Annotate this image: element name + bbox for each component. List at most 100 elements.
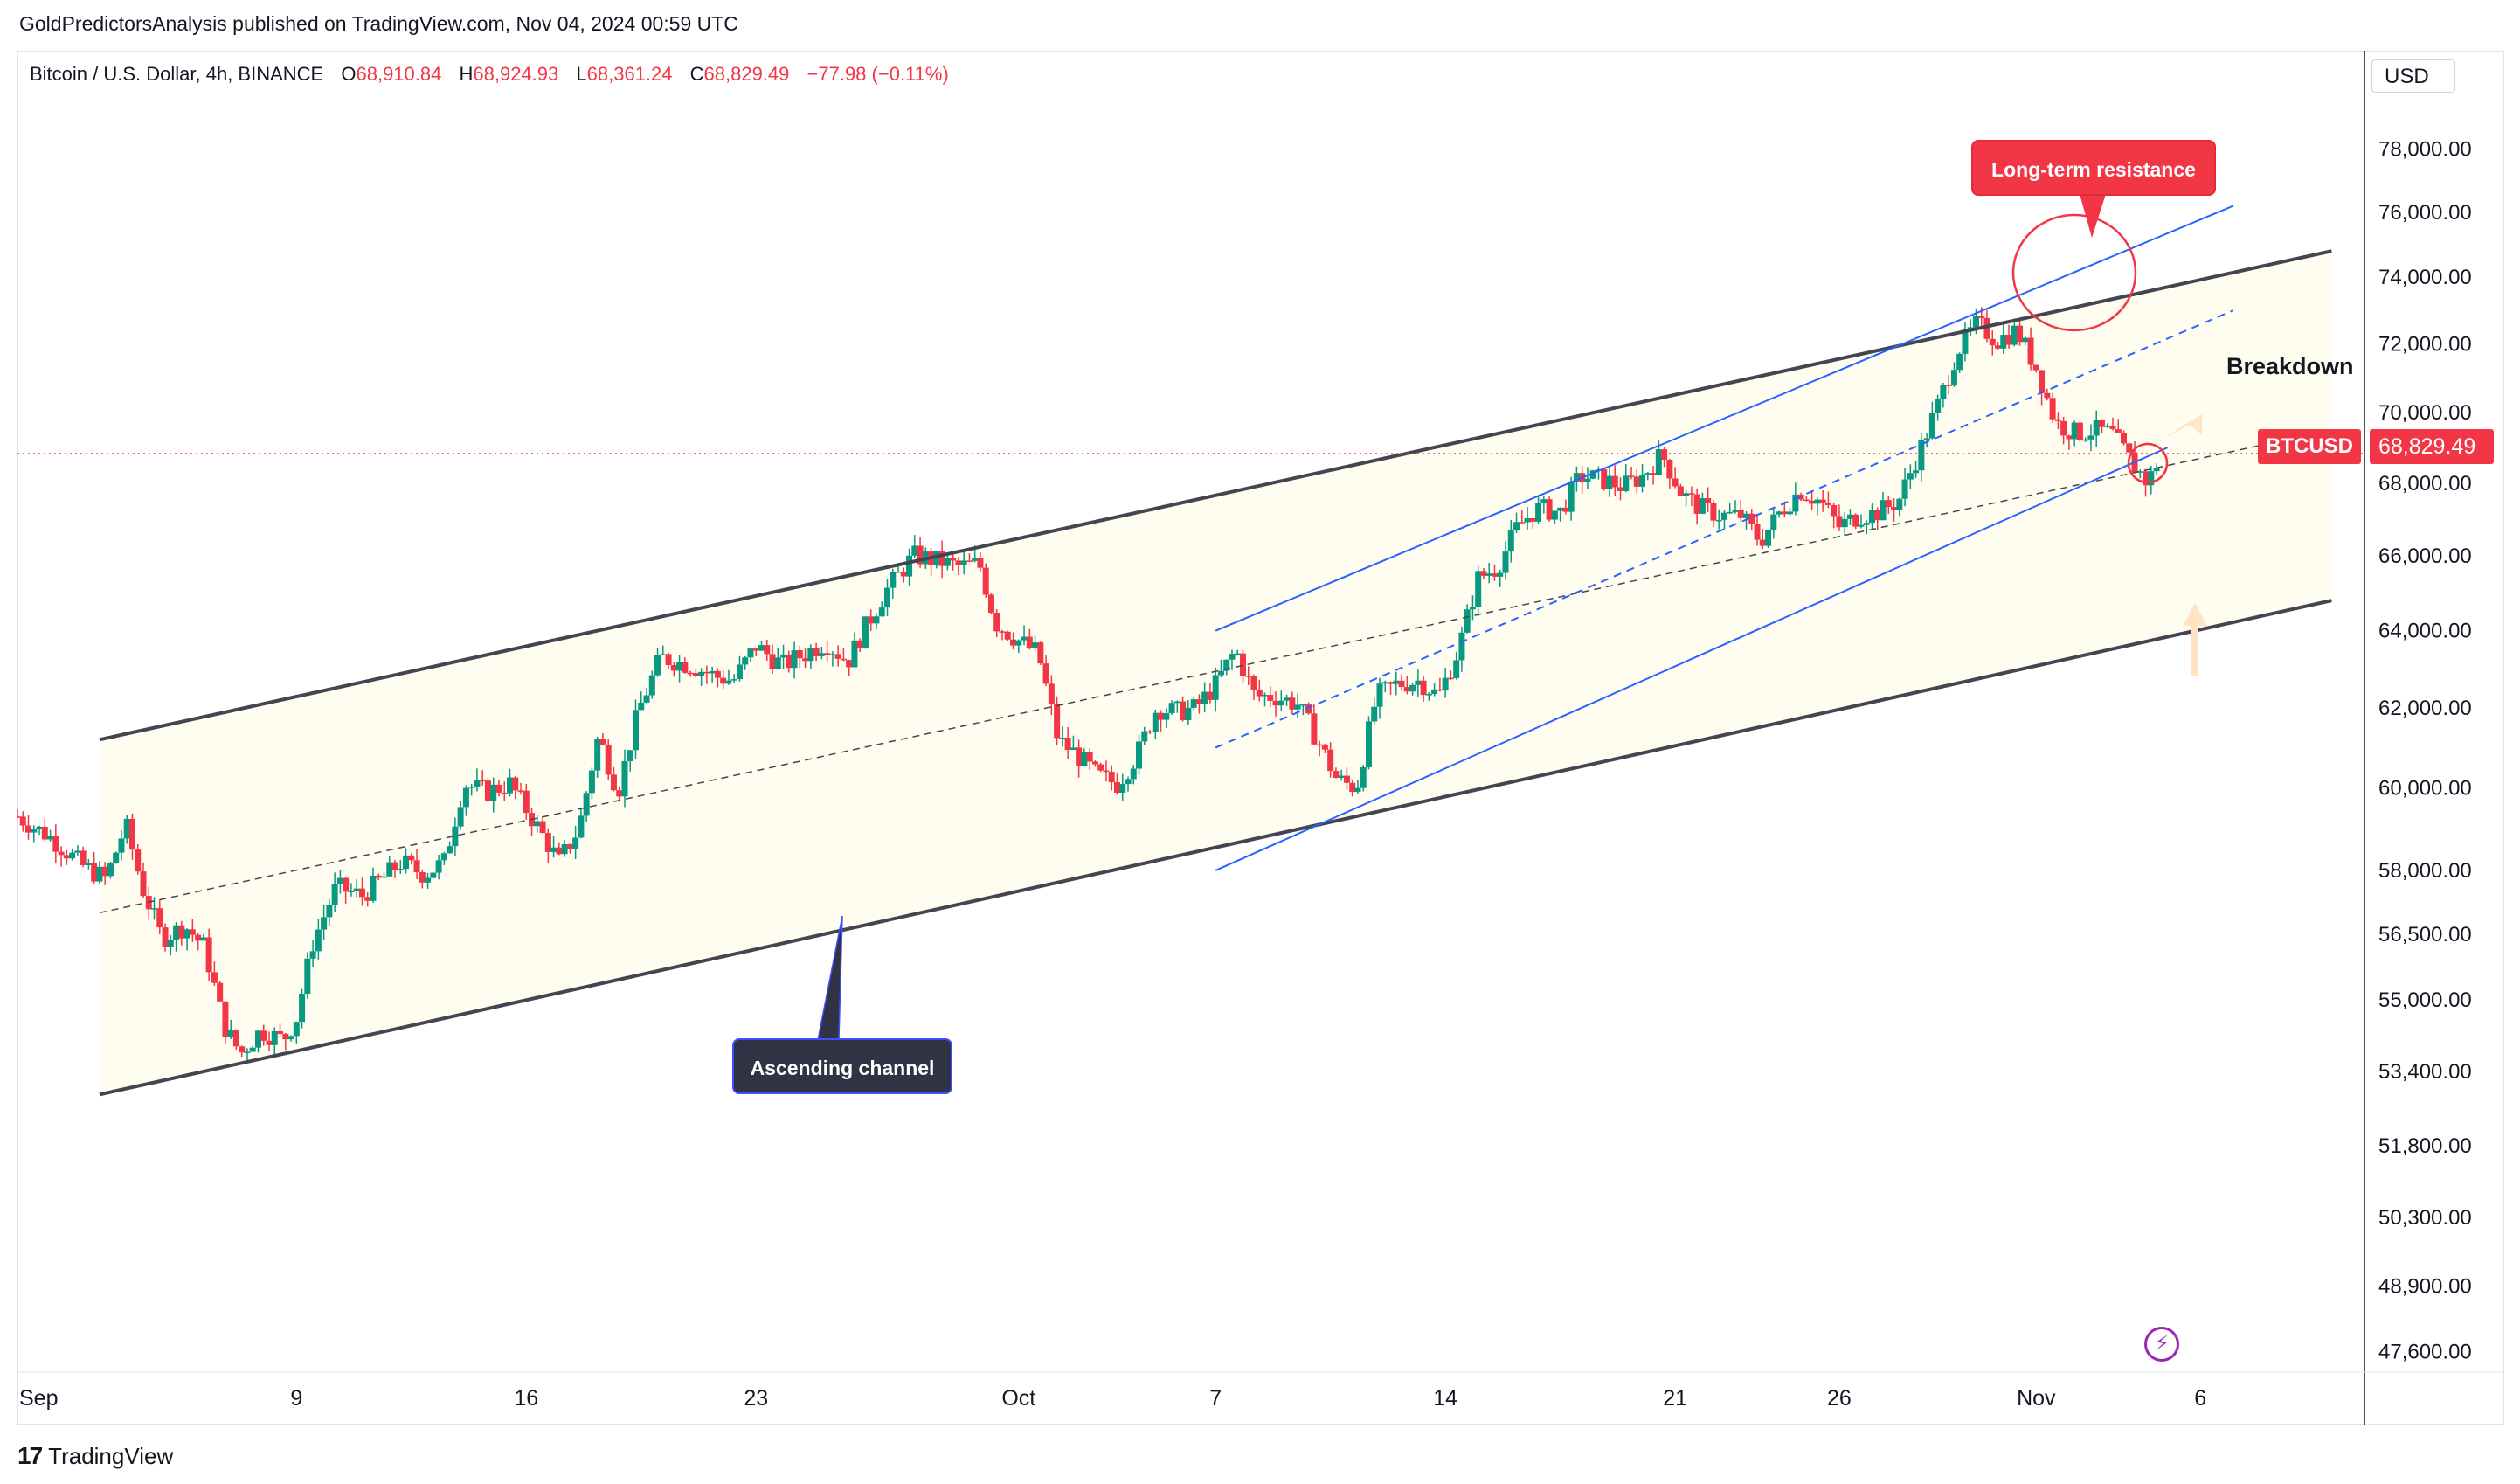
candle-body — [1217, 670, 1224, 676]
candle-body — [1896, 498, 1903, 510]
candle-body — [1338, 775, 1345, 778]
candle-body — [348, 891, 355, 892]
candle-body — [633, 710, 640, 751]
candle-body — [523, 790, 530, 814]
y-tick-label: 47,600.00 — [2378, 1340, 2472, 1363]
candle-body — [605, 744, 612, 775]
candle-body — [1715, 519, 1722, 522]
candle-body — [1195, 699, 1202, 704]
candle-body — [2126, 443, 2133, 453]
candle-body — [1497, 572, 1504, 577]
candle-body — [74, 850, 81, 853]
candle-body — [1054, 704, 1061, 739]
candle-body — [2082, 439, 2089, 441]
candle-body — [1212, 675, 1219, 700]
candle-body — [435, 860, 442, 873]
candle-body — [490, 784, 497, 801]
candle-body — [244, 1051, 251, 1054]
candle-body — [725, 680, 732, 684]
candle-body — [599, 739, 606, 745]
currency-selector[interactable]: USD — [2371, 59, 2455, 93]
candle-body — [391, 862, 398, 870]
candle-body — [588, 770, 595, 794]
close-label: C — [689, 63, 704, 85]
candle-body — [1305, 704, 1312, 714]
breakdown-label: Breakdown — [2226, 353, 2354, 379]
candle-body — [1388, 682, 1395, 684]
candle-body — [703, 671, 710, 674]
candle-body — [430, 872, 437, 878]
candle-body — [834, 654, 841, 659]
candle-body — [1119, 784, 1126, 794]
candle-body — [47, 836, 54, 840]
candle-body — [807, 648, 814, 662]
candle-body — [1852, 514, 1859, 527]
candle-body — [769, 654, 776, 669]
candle-body — [1841, 518, 1848, 528]
candle-body — [627, 750, 633, 762]
candle-body — [123, 818, 130, 839]
candle-body — [670, 665, 677, 671]
candle-body — [966, 560, 973, 562]
candle-body — [178, 925, 185, 939]
candle-body — [452, 826, 459, 847]
candle-body — [1091, 761, 1098, 765]
candle-body — [2143, 471, 2150, 486]
candle-body — [19, 816, 26, 826]
candle-body — [1858, 524, 1865, 527]
candle-body — [709, 670, 716, 674]
last-price-tag: 68,829.49 — [2370, 429, 2494, 464]
candle-body — [1885, 500, 1892, 508]
candle-body — [408, 855, 415, 861]
candle-body — [950, 558, 957, 561]
candle-body — [101, 866, 108, 877]
candle-body — [742, 657, 749, 665]
brand-name: TradingView — [48, 1442, 174, 1469]
candle-body — [720, 677, 727, 684]
candle-body — [25, 825, 32, 833]
candle-body — [1103, 770, 1110, 773]
candle-body — [1125, 779, 1132, 785]
long-term-resistance-callout: Long-term resistance — [1971, 140, 2216, 196]
candle-body — [999, 631, 1006, 633]
candle-body — [796, 650, 803, 659]
candle-body — [1333, 771, 1340, 778]
candle-body — [1480, 571, 1487, 576]
candle-body — [1940, 385, 1947, 399]
candle-body — [1699, 498, 1706, 514]
candle-body — [1918, 440, 1925, 471]
lightning-icon[interactable]: ⚡ — [2144, 1327, 2179, 1362]
candle-body — [1950, 370, 1957, 386]
candle-body — [1546, 499, 1553, 520]
y-tick-label: 72,000.00 — [2378, 333, 2472, 357]
candle-body — [1962, 329, 1969, 354]
candle-body — [714, 670, 721, 678]
candle-body — [2136, 471, 2143, 473]
candle-body — [1792, 494, 1799, 512]
candle-body — [85, 863, 92, 865]
candle-body — [610, 774, 617, 791]
candle-body — [370, 875, 377, 901]
candle-body — [906, 555, 913, 577]
candle-body — [1256, 689, 1263, 697]
candle-body — [1502, 551, 1509, 573]
candle-body — [829, 654, 836, 655]
candle-body — [375, 875, 382, 878]
candle-body — [1403, 687, 1410, 692]
symbol-price-badge: BTCUSD — [2258, 429, 2361, 464]
candle-body — [1437, 689, 1443, 691]
candle-body — [890, 572, 897, 588]
candle-body — [462, 787, 469, 808]
candle-body — [824, 653, 831, 655]
close-value: 68,829.49 — [703, 63, 790, 85]
candle-body — [911, 545, 918, 556]
candle-body — [594, 739, 601, 771]
candle-body — [1398, 680, 1405, 688]
candle-body — [277, 1030, 284, 1034]
candle-body — [944, 558, 951, 566]
candle-body — [1770, 514, 1777, 530]
candle-body — [1360, 767, 1367, 788]
y-tick-label: 64,000.00 — [2378, 620, 2472, 643]
candle-body — [1831, 504, 1838, 517]
